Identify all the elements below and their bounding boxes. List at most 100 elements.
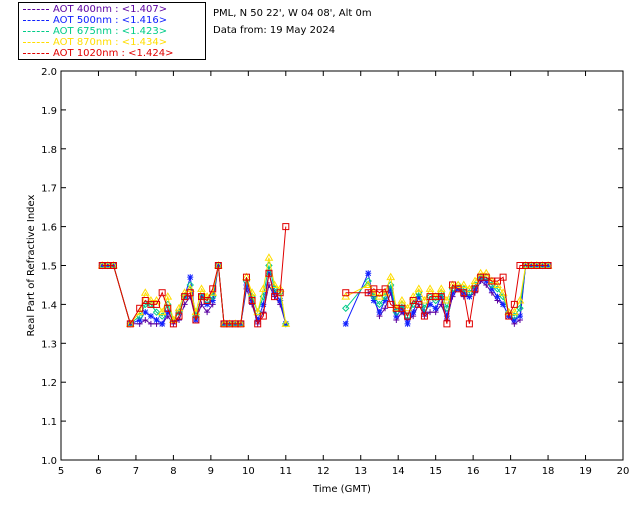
data-point xyxy=(516,313,523,320)
data-point xyxy=(276,289,284,297)
data-point xyxy=(259,312,267,320)
data-point xyxy=(204,301,211,308)
data-point xyxy=(421,309,428,316)
x-tick-label: 12 xyxy=(317,466,330,477)
data-point xyxy=(437,293,445,301)
y-tick-label: 2.0 xyxy=(41,67,57,78)
data-point xyxy=(410,309,417,316)
y-tick-label: 1.6 xyxy=(41,223,57,234)
data-point xyxy=(342,304,350,312)
data-point xyxy=(375,289,383,297)
data-point xyxy=(370,297,377,304)
y-tick-label: 1.9 xyxy=(41,106,57,117)
data-point xyxy=(265,269,273,277)
data-point xyxy=(204,309,211,316)
data-point xyxy=(281,319,291,327)
y-tick-label: 1.3 xyxy=(41,339,57,350)
data-point xyxy=(198,293,205,301)
data-point xyxy=(387,285,394,292)
legend-swatch xyxy=(23,52,49,54)
data-point xyxy=(414,284,424,292)
series-line xyxy=(102,226,287,326)
data-point xyxy=(186,281,194,289)
x-tick-label: 14 xyxy=(392,466,405,477)
x-tick-label: 20 xyxy=(617,466,630,477)
data-point xyxy=(237,320,245,328)
x-tick-label: 18 xyxy=(542,466,555,477)
data-point xyxy=(271,293,279,301)
data-point xyxy=(515,296,525,304)
data-point xyxy=(409,297,417,305)
data-point xyxy=(164,304,172,312)
data-point xyxy=(481,268,491,277)
data-point xyxy=(449,289,456,296)
data-point xyxy=(214,262,222,269)
data-point xyxy=(180,288,190,296)
data-point xyxy=(242,273,250,281)
data-point xyxy=(209,285,217,293)
data-point xyxy=(140,288,150,296)
data-point xyxy=(494,293,501,300)
legend-label: AOT 1020nm : <1.424> xyxy=(53,48,174,59)
data-point xyxy=(499,273,507,281)
data-point xyxy=(136,316,143,323)
data-point xyxy=(483,278,490,285)
y-tick-label: 1.7 xyxy=(41,184,57,195)
data-point xyxy=(398,304,406,312)
data-point xyxy=(277,297,284,304)
data-point xyxy=(516,304,524,312)
x-tick-label: 11 xyxy=(279,466,292,477)
data-point xyxy=(459,280,469,288)
data-point xyxy=(152,308,161,316)
data-point xyxy=(192,316,200,324)
data-point xyxy=(248,297,256,305)
data-point xyxy=(364,289,372,297)
legend-swatch xyxy=(23,19,49,21)
data-point xyxy=(363,280,373,288)
legend-label: AOT 675nm : <1.423> xyxy=(53,26,168,37)
date-info: Data from: 19 May 2024 xyxy=(213,25,336,36)
data-point xyxy=(254,320,262,328)
data-point xyxy=(387,300,395,308)
data-point xyxy=(432,305,439,312)
x-tick-label: 13 xyxy=(354,466,367,477)
data-point xyxy=(386,272,396,281)
data-point xyxy=(365,270,372,277)
data-point xyxy=(142,309,149,316)
data-point xyxy=(408,292,418,300)
data-point xyxy=(382,305,389,312)
data-point xyxy=(493,277,501,285)
legend-item: AOT 1020nm : <1.424> xyxy=(23,48,173,60)
data-point xyxy=(153,300,161,308)
y-tick-label: 1.2 xyxy=(41,378,57,389)
data-point xyxy=(282,223,290,231)
data-point xyxy=(404,320,411,327)
x-tick-label: 19 xyxy=(579,466,592,477)
data-point xyxy=(420,296,429,304)
data-point xyxy=(164,309,171,316)
data-point xyxy=(109,262,117,269)
site-info: PML, N 50 22', W 04 08', Alt 0m xyxy=(213,8,372,19)
x-tick-label: 9 xyxy=(208,466,214,477)
data-point xyxy=(203,297,211,305)
data-point xyxy=(254,316,261,323)
x-tick-label: 5 xyxy=(58,466,64,477)
data-point xyxy=(403,303,412,312)
data-point xyxy=(436,284,446,292)
data-point xyxy=(420,312,428,320)
data-point xyxy=(381,285,389,293)
data-point xyxy=(466,293,473,300)
data-point xyxy=(270,280,279,288)
data-point xyxy=(174,303,184,312)
data-point xyxy=(159,320,166,327)
data-point xyxy=(364,277,372,285)
data-point xyxy=(146,296,156,304)
x-tick-label: 15 xyxy=(429,466,442,477)
data-point xyxy=(460,289,468,297)
data-point xyxy=(282,320,289,327)
data-point xyxy=(342,289,350,297)
data-point xyxy=(265,261,273,270)
data-point xyxy=(415,300,423,308)
data-point xyxy=(186,289,194,297)
